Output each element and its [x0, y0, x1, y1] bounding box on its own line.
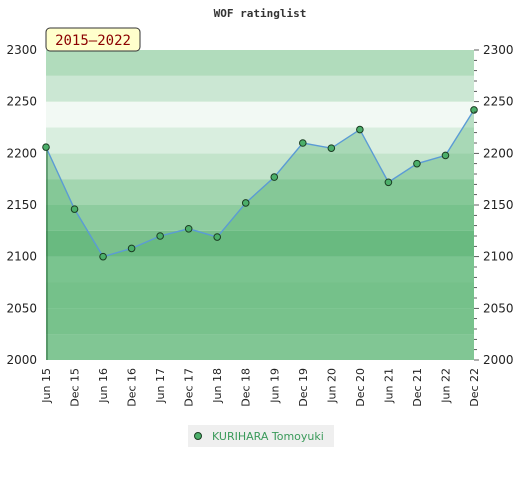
grid-band [46, 50, 474, 76]
series-line [45, 109, 475, 258]
period-badge-box [45, 27, 141, 52]
data-point [241, 199, 250, 207]
grid-band [46, 101, 474, 128]
y-tick-label-left: 2050 [6, 301, 37, 315]
data-point [42, 143, 50, 151]
x-tick-label: Dec 18 [240, 368, 253, 407]
y-tick-label-left: 2200 [6, 146, 37, 160]
x-tick-label: Jun 16 [97, 368, 110, 404]
data-point [270, 173, 279, 181]
y-tick-label-left: 2150 [6, 198, 37, 212]
y-tick-label-right: 2100 [483, 250, 514, 264]
x-tick-label: Dec 19 [297, 368, 310, 407]
grid-band [46, 282, 474, 309]
y-axis-right: 2000 2050 2100 2150 2200 2250 2300 [474, 43, 514, 367]
x-tick-label: Jun 19 [268, 368, 281, 404]
y-tick-label-left: 2000 [6, 353, 37, 367]
markers-layer [42, 106, 478, 261]
data-point [413, 159, 421, 168]
legend-box [188, 425, 334, 447]
data-point [384, 178, 393, 187]
data-point [327, 144, 336, 152]
x-tick-label: Jun 20 [325, 368, 338, 404]
x-tick-label: Dec 17 [183, 368, 196, 407]
data-point [99, 252, 107, 261]
legend-label: KURIHARA Tomoyuki [212, 430, 324, 443]
x-tick-label: Dec 21 [411, 368, 424, 407]
y-tick-label-right: 2150 [483, 198, 514, 212]
period-badge-text: 2015–2022 [55, 33, 131, 49]
area-layer [46, 109, 474, 360]
line-layer [45, 109, 475, 360]
legend-marker [194, 432, 202, 440]
grid-band [46, 256, 474, 283]
series-area [46, 109, 474, 360]
grid-band [46, 205, 474, 231]
x-tick-label: Jun 15 [40, 368, 53, 404]
grid-band [46, 153, 474, 180]
data-point [441, 151, 450, 160]
x-tick-label: Dec 20 [354, 368, 367, 407]
y-tick-label-right: 2250 [483, 95, 514, 109]
data-point [356, 125, 364, 134]
data-point [470, 106, 478, 114]
y-tick-label-left: 2300 [6, 43, 37, 57]
y-tick-label-right: 2050 [483, 301, 514, 315]
x-tick-label: Jun 17 [154, 368, 167, 404]
data-point [70, 205, 79, 213]
grid-band [46, 308, 474, 335]
y-tick-label-left: 2250 [6, 95, 37, 109]
x-tick-label: Jun 18 [211, 368, 224, 404]
data-point [299, 139, 307, 147]
legend: KURIHARA Tomoyuki [188, 425, 334, 447]
x-axis: Jun 15 Dec 15 Jun 16 Dec 16 Jun 17 Dec 17 Jun … [40, 368, 481, 407]
y-tick-label-right: 2300 [483, 43, 514, 57]
chart-title: WOF ratinglist [214, 7, 307, 20]
data-point [127, 244, 136, 253]
data-point [213, 233, 221, 241]
y-axis-left: 2000 2050 2100 2150 2200 2250 2300 [6, 43, 37, 367]
x-tick-label: Dec 15 [69, 368, 82, 407]
background-bands [46, 50, 474, 360]
grid-band [46, 127, 474, 154]
y-tick-label-right: 2000 [483, 353, 514, 367]
x-tick-label: Dec 16 [126, 368, 139, 407]
x-tick-label: Dec 22 [468, 368, 481, 407]
grid-band [46, 179, 474, 205]
data-point [156, 232, 164, 240]
grid-band [46, 334, 474, 360]
data-point [184, 224, 193, 233]
grid-band [46, 75, 474, 102]
x-tick-label: Jun 21 [382, 368, 395, 404]
y-tick-label-right: 2200 [483, 146, 514, 160]
period-badge: 2015–2022 [45, 27, 141, 52]
x-tick-label: Jun 22 [439, 368, 452, 404]
y-tick-label-left: 2100 [6, 250, 37, 264]
